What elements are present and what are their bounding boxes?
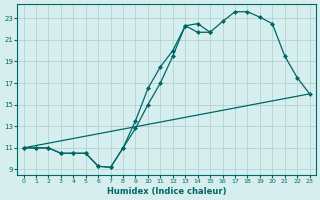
X-axis label: Humidex (Indice chaleur): Humidex (Indice chaleur): [107, 187, 226, 196]
